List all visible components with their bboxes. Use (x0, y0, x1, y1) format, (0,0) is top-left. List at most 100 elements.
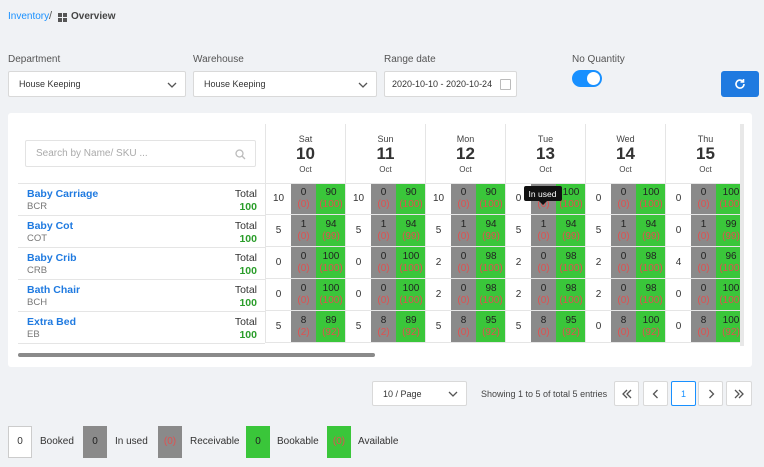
legend-swatch: 0 (8, 426, 32, 458)
item-name[interactable]: Extra Bed (27, 316, 77, 328)
in-use-cell: 8 (0) (531, 311, 556, 342)
receivable-value: (0) (617, 198, 630, 210)
day-cell: 5 8 (2) 89 (92) (345, 311, 426, 343)
booked-value: 2 (515, 256, 522, 268)
available-value: (100) (559, 294, 583, 306)
item-name[interactable]: Baby Cot (27, 220, 74, 232)
day-number: 11 (376, 144, 395, 163)
day-header: Sat 10 Oct (265, 124, 345, 183)
in-use-cell: 0(0) (291, 183, 316, 214)
month: Oct (619, 165, 632, 174)
in-use-cell: 1 (0) (611, 215, 636, 246)
month: Oct (699, 165, 712, 174)
bookable-value: 100 (562, 186, 580, 198)
available-value: (100) (639, 262, 663, 274)
receivable-value: (0) (297, 230, 310, 242)
booked-value: 10 (352, 192, 365, 204)
page-nav-button[interactable] (643, 381, 668, 406)
receivable-value: (0) (297, 262, 310, 274)
in-use-value: 0 (380, 250, 387, 262)
receivable-value: (0) (457, 326, 470, 338)
in-use-value: 0 (300, 186, 307, 198)
bookable-cell: 96(100) (716, 247, 740, 278)
booked-value: 2 (435, 288, 442, 300)
page-nav-button[interactable] (726, 381, 752, 406)
total-label: Total (234, 188, 257, 200)
filter-label: No Quantity (572, 54, 625, 65)
in-use-value: 0 (380, 282, 387, 294)
bookable-value: 94 (325, 218, 337, 230)
search-input[interactable]: Search by Name/ SKU ... (25, 140, 256, 167)
in-use-value: 1 (700, 218, 707, 230)
page-nav-button[interactable] (698, 381, 723, 406)
in-use-cell: 0(0) (691, 247, 716, 278)
available-value: (100) (319, 198, 343, 210)
refresh-button[interactable] (721, 71, 759, 97)
total-value: 100 (239, 297, 257, 309)
bookable-cell: 98 (100) (476, 247, 506, 278)
available-value: (92) (722, 326, 740, 338)
bookable-value: 98 (565, 282, 577, 294)
receivable-value: (0) (617, 262, 630, 274)
bookable-value: 100 (322, 282, 340, 294)
booked-value: 5 (355, 320, 362, 332)
day-header: Thu 15 Oct (665, 124, 740, 183)
day-cell: 10 0 (0) 90 (100) (265, 183, 346, 215)
chevron-icon (652, 389, 658, 398)
weekday: Sat (298, 134, 313, 144)
month: Oct (459, 165, 472, 174)
day-cell: 10 0 (0) 90 (100) (345, 183, 426, 215)
in-use-cell: 1 (0) (531, 215, 556, 246)
receivable-value: (0) (377, 230, 390, 242)
bookable-cell: 100 (92) (636, 311, 666, 342)
page-nav-button[interactable] (614, 381, 639, 406)
in-use-value: 0 (700, 186, 707, 198)
available-value: (100) (719, 198, 740, 210)
bookable-cell: 95 (92) (476, 311, 506, 342)
receivable-value: (0) (377, 294, 390, 306)
bookable-value: 95 (565, 314, 577, 326)
bookable-cell: 100(100) (716, 279, 740, 310)
available-value: (100) (559, 198, 583, 210)
page-size-select[interactable]: 10 / Page (372, 381, 467, 406)
day-header: Mon 12 Oct (425, 124, 505, 183)
day-cell: 5 8 (2) 89 (92) (265, 311, 346, 343)
filter-label: Warehouse (193, 54, 244, 65)
in-use-value: 1 (300, 218, 307, 230)
breadcrumb-link[interactable]: Inventory (8, 11, 50, 22)
day-cell: 00(0)100(100) (665, 183, 740, 215)
item-sku: COT (27, 233, 48, 244)
no-quantity-toggle[interactable] (572, 70, 602, 87)
row-divider (18, 343, 265, 344)
receivable-value: (0) (457, 230, 470, 242)
booked-value: 0 (275, 256, 282, 268)
in-use-value: 0 (300, 250, 307, 262)
receivable-value: (0) (537, 230, 550, 242)
in-use-value: 8 (300, 314, 307, 326)
receivable-value: (0) (617, 294, 630, 306)
page-button[interactable]: 1 (671, 381, 696, 406)
day-cell: 5 8 (0) 95 (92) (505, 311, 586, 343)
total-label: Total (234, 316, 257, 328)
receivable-value: (0) (377, 198, 390, 210)
in-use-value: 8 (540, 314, 547, 326)
overview-icon (58, 13, 67, 22)
item-name[interactable]: Baby Carriage (27, 188, 99, 200)
available-value: (99) (402, 230, 420, 242)
receivable-value: (0) (697, 294, 710, 306)
legend-label: Bookable (277, 436, 319, 447)
header-divider (18, 183, 740, 184)
item-name[interactable]: Baby Crib (27, 252, 77, 264)
receivable-value: (0) (537, 262, 550, 274)
booked-value: 0 (595, 192, 602, 204)
bookable-value: 100 (642, 186, 660, 198)
total-label: Total (234, 284, 257, 296)
in-use-value: 0 (700, 250, 707, 262)
filter-select[interactable]: House Keeping (8, 71, 186, 97)
date-range-input[interactable]: 2020-10-10 - 2020-10-24 (384, 71, 517, 97)
filter-select[interactable]: House Keeping (193, 71, 377, 97)
day-cell: 5 1 (0) 94 (99) (345, 215, 426, 247)
item-name[interactable]: Bath Chair (27, 284, 81, 296)
weekday: Thu (697, 134, 714, 144)
